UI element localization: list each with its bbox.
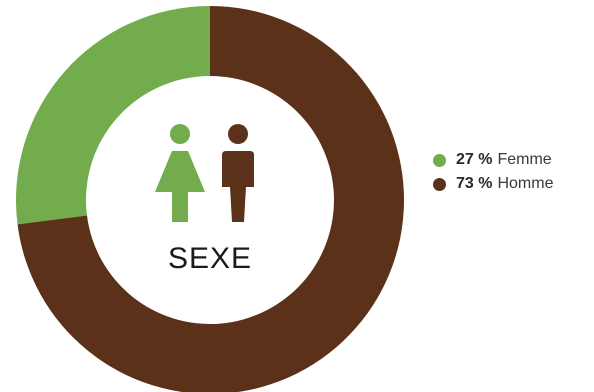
legend-label-homme: Homme <box>497 175 554 192</box>
legend-value-homme: 73 % <box>456 175 493 192</box>
legend-item-homme: 73 % Homme <box>433 173 553 195</box>
legend-value-femme: 27 % <box>456 151 493 168</box>
male-icon <box>222 124 254 222</box>
slice-homme <box>17 6 404 392</box>
female-icon <box>155 124 205 222</box>
legend-item-femme: 27 % Femme <box>433 149 553 171</box>
legend-swatch-femme <box>433 153 446 167</box>
legend-swatch-homme <box>433 177 446 191</box>
donut-slices <box>15 6 404 392</box>
slice-femme <box>15 6 210 225</box>
legend-label-femme: Femme <box>497 151 552 168</box>
center-title: SEXE <box>167 242 253 275</box>
legend: 27 % Femme 73 % Homme <box>433 149 553 197</box>
